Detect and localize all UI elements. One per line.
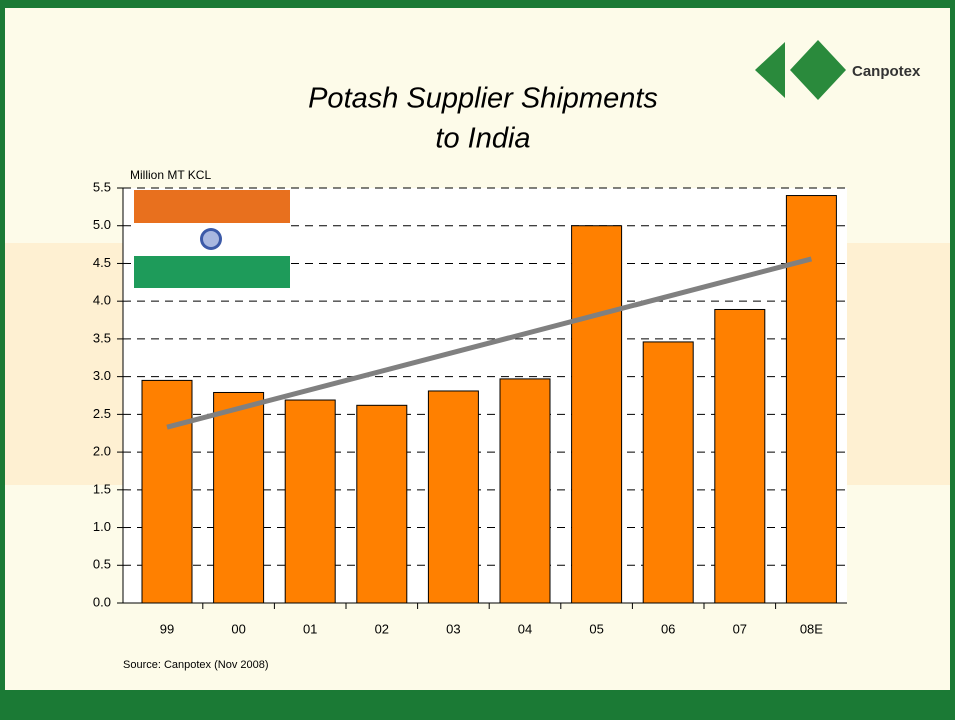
flag-wheel — [203, 231, 219, 247]
source: Source: Canpotex (Nov 2008) — [123, 659, 269, 671]
bottom-bar — [0, 690, 955, 720]
x-tick-label: 04 — [518, 621, 532, 636]
chart-title: to India — [435, 123, 530, 155]
flag-stripe — [134, 190, 290, 223]
bar — [499, 378, 551, 604]
y-tick-label: 5.5 — [93, 179, 111, 194]
logo: Canpotex — [755, 40, 921, 100]
y-tick-label: 0.0 — [93, 594, 111, 609]
logo-shape — [790, 40, 846, 100]
bar — [714, 308, 766, 604]
y-tick-label: 3.5 — [93, 330, 111, 345]
x-tick-label: 07 — [733, 621, 747, 636]
x-tick-label: 99 — [160, 621, 174, 636]
x-tick-label: 06 — [661, 621, 675, 636]
brand: Canpotex — [852, 63, 921, 80]
bar — [141, 379, 193, 604]
bar — [356, 404, 408, 604]
flag — [134, 190, 290, 288]
x-tick-label: 08E — [800, 621, 823, 636]
x-tick-label: 02 — [375, 621, 389, 636]
bar — [642, 341, 694, 604]
y-tick-label: 3.0 — [93, 368, 111, 383]
flag-stripe — [134, 256, 290, 288]
x-tick-label: 01 — [303, 621, 317, 636]
trendline — [166, 256, 813, 430]
y-tick-label: 0.5 — [93, 557, 111, 572]
bar — [213, 391, 265, 604]
y-axis-label: Million MT KCL — [130, 168, 211, 182]
x-tick-label: 03 — [446, 621, 460, 636]
y-tick-label: 1.0 — [93, 519, 111, 534]
x-tick-label: 05 — [589, 621, 603, 636]
y-tick-label: 2.5 — [93, 406, 111, 421]
x-tick-label: 00 — [231, 621, 245, 636]
marks — [141, 195, 837, 604]
bar — [284, 399, 336, 604]
chart-title: Potash Supplier Shipments — [308, 83, 658, 115]
bar — [571, 225, 623, 604]
y-tick-label: 4.5 — [93, 255, 111, 270]
y-tick-label: 4.0 — [93, 293, 111, 308]
left-border — [0, 0, 5, 720]
bar — [785, 195, 837, 604]
y-tick-label: 1.5 — [93, 481, 111, 496]
top-bar — [0, 0, 955, 8]
logo-shape — [755, 42, 785, 98]
bar — [427, 390, 479, 604]
y-tick-label: 2.0 — [93, 444, 111, 459]
y-tick-label: 5.0 — [93, 217, 111, 232]
right-border — [950, 0, 955, 720]
